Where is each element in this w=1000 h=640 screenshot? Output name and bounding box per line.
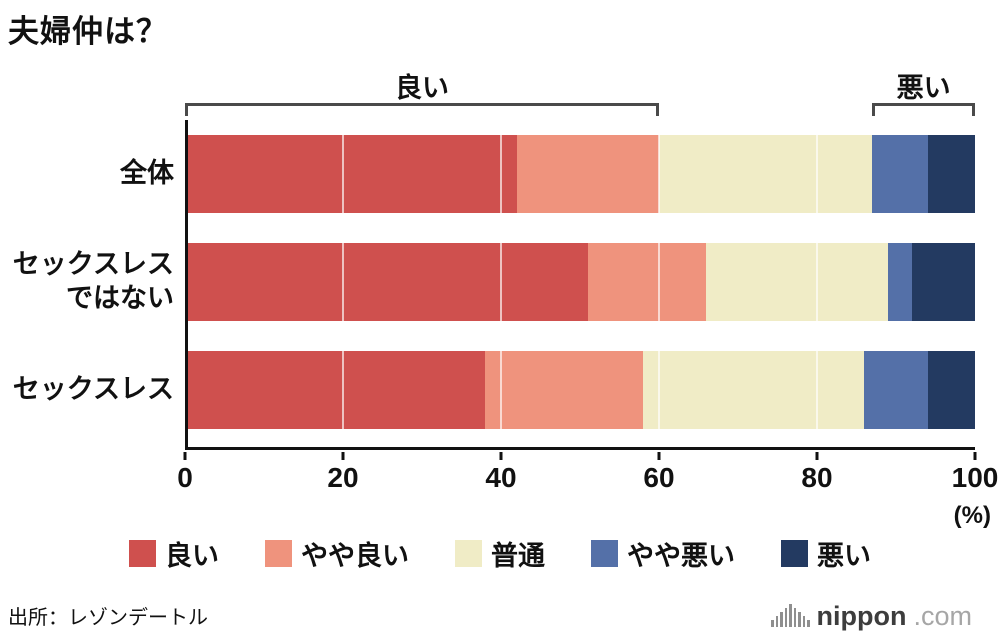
x-tick-mark (499, 452, 503, 460)
legend-swatch (129, 540, 156, 567)
bar-row (185, 135, 975, 213)
bracket-annotation: 良い (185, 74, 659, 116)
bar-segment (587, 243, 707, 321)
gridline (500, 120, 502, 450)
bar-segment (888, 243, 912, 321)
bar-segment (185, 243, 588, 321)
legend-swatch (455, 540, 482, 567)
x-tick-label: 40 (485, 462, 517, 493)
x-tick-mark (815, 452, 819, 460)
legend-item: 悪い (781, 534, 871, 573)
bracket-label: 悪い (896, 73, 951, 103)
nippon-logo: nippon .com (771, 603, 972, 630)
x-tick-label: 60 (643, 462, 675, 493)
gridline (658, 120, 660, 450)
x-tick-label: 80 (801, 462, 833, 493)
bracket-annotation: 悪い (872, 74, 975, 116)
legend-label: 悪い (817, 541, 871, 571)
legend-swatch (781, 540, 808, 567)
legend-label: やや悪い (627, 541, 735, 571)
chart-title: 夫婦仲は？ (8, 14, 168, 49)
legend-label: 良い (165, 541, 219, 571)
bar-segment (864, 351, 928, 429)
legend-item: やや悪い (591, 534, 735, 573)
bracket-shape (872, 103, 975, 116)
legend-item: 普通 (455, 534, 545, 573)
x-tick-mark (183, 452, 187, 460)
plot-area: 良い 悪い 0 20 40 60 80 100 (%) (177, 74, 998, 529)
bar-row (185, 351, 975, 429)
x-tick-mark (657, 452, 661, 460)
x-tick-label: 0 (177, 462, 193, 493)
category-labels: 全体セックスレス ではないセックスレス (0, 120, 174, 450)
bracket-label: 良い (395, 73, 449, 103)
bar-segment (485, 351, 644, 429)
category-label: セックスレス ではない (12, 249, 174, 313)
legend: 良い やや良い 普通 やや悪い 悪い (0, 534, 1000, 573)
category-label: 全体 (120, 158, 174, 189)
bar-segment (927, 351, 975, 429)
bracket-shape (185, 103, 659, 116)
legend-label: 普通 (491, 541, 545, 571)
x-tick-label: 20 (327, 462, 359, 493)
bar-segment (658, 135, 873, 213)
bar-segment (643, 351, 865, 429)
x-tick-mark (973, 452, 977, 460)
bar-segment (911, 243, 975, 321)
unit-label: (%) (953, 502, 991, 529)
bar-segment (185, 135, 517, 213)
legend-item: 良い (129, 534, 219, 573)
bar-row (185, 243, 975, 321)
soundwave-icon (771, 604, 810, 630)
x-tick-mark (341, 452, 345, 460)
gridline (342, 120, 344, 450)
bar-segment (927, 135, 975, 213)
legend-swatch (265, 540, 292, 567)
bar-segment (872, 135, 928, 213)
legend-item: やや良い (265, 534, 409, 573)
x-axis-line (185, 447, 975, 450)
x-tick-label: 100 (951, 462, 999, 493)
logo-suffix-text: .com (913, 601, 972, 631)
logo-brand-text: nippon (816, 601, 907, 631)
bar-segment (516, 135, 659, 213)
source-note: 出所：レゾンデートル (8, 607, 208, 629)
legend-label: やや良い (301, 541, 409, 571)
gridline (816, 120, 818, 450)
legend-swatch (591, 540, 618, 567)
category-label: セックスレス (12, 374, 174, 405)
y-axis-line (185, 120, 188, 450)
bar-segment (185, 351, 486, 429)
bar-segment (706, 243, 889, 321)
